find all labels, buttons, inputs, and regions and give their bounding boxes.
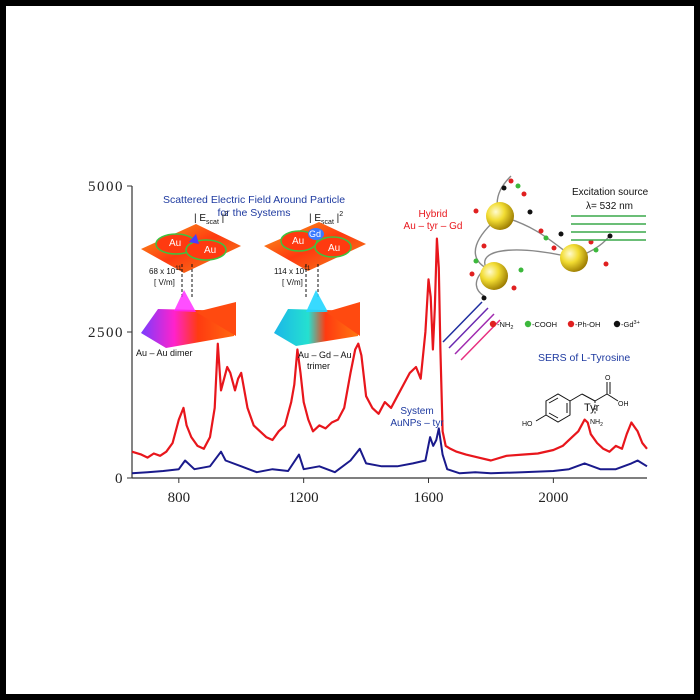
au-label-dimer-1: Au bbox=[169, 238, 181, 249]
legend-dot bbox=[524, 320, 532, 328]
scatter-title-line2: for the Systems bbox=[218, 207, 291, 219]
field-value-trimer: 114 x 1011 bbox=[274, 266, 311, 276]
legend-label: -Ph-OH bbox=[575, 320, 600, 329]
gold-nanoparticle bbox=[480, 262, 508, 290]
axis-ticks: 800 1200 1600 2000 0 2500 5000 bbox=[88, 179, 568, 506]
field-unit-dimer: [ V/m] bbox=[154, 278, 175, 287]
functional-group-legend: -NH2 -COOH -Ph-OH -Gd3+ bbox=[489, 320, 640, 331]
sers-chart: 800 1200 1600 2000 0 2500 5000 Scattered Elect… bbox=[88, 175, 649, 506]
x-tick-label: 1600 bbox=[414, 490, 444, 506]
y-tick-label: 5000 bbox=[88, 179, 124, 195]
dimer-field-map: Au Au bbox=[141, 224, 241, 273]
escat-label-left: | Escat |2 bbox=[194, 211, 228, 226]
system-label-line1: System bbox=[400, 406, 433, 417]
y-tick-label: 2500 bbox=[88, 325, 124, 341]
x-tick-label: 800 bbox=[168, 490, 191, 506]
dimer-field-3d bbox=[141, 290, 236, 348]
legend-dot bbox=[613, 320, 621, 328]
gold-nanoparticle bbox=[486, 202, 514, 230]
series-line-system bbox=[131, 427, 648, 475]
scattered-arrows bbox=[442, 301, 501, 361]
scatter-title-line1: Scattered Electric Field Around Particle bbox=[163, 194, 345, 206]
field-value-dimer: 68 x 1011 bbox=[149, 266, 182, 276]
trimer-label-line1: Au – Gd – Au bbox=[298, 350, 352, 360]
ho-label: HO bbox=[522, 421, 533, 428]
au-label-dimer-2: Au bbox=[204, 245, 216, 256]
field-unit-trimer: [ V/m] bbox=[282, 278, 303, 287]
excitation-lambda: λ= 532 nm bbox=[586, 201, 633, 212]
y-tick-label: 0 bbox=[115, 471, 124, 487]
au-label-trimer-1: Au bbox=[292, 236, 304, 247]
legend-dot bbox=[489, 320, 497, 328]
hybrid-label-line2: Au – tyr – Gd bbox=[404, 221, 463, 232]
excitation-beams bbox=[571, 215, 646, 241]
excitation-title: Excitation source bbox=[572, 187, 649, 198]
trimer-field-map: Au Gd Au bbox=[264, 222, 366, 271]
o-label: O bbox=[605, 375, 611, 382]
gold-nanoparticle bbox=[560, 244, 588, 272]
legend-label: -NH2 bbox=[497, 320, 513, 331]
dashed-arrows bbox=[181, 264, 319, 298]
legend-label: -COOH bbox=[532, 320, 557, 329]
nanoparticle-network bbox=[469, 175, 613, 301]
hybrid-label-line1: Hybrid bbox=[419, 209, 448, 220]
nh2-label: NH2 bbox=[590, 419, 603, 428]
escat-label-right: | Escat |2 bbox=[309, 211, 343, 226]
au-label-trimer-2: Au bbox=[328, 243, 340, 254]
system-label-line2: AuNPs – tyr bbox=[390, 418, 444, 429]
tyr-label: Tyr bbox=[584, 402, 600, 414]
trimer-field-3d bbox=[274, 290, 360, 346]
sers-title: SERS of L-Tyrosine bbox=[538, 352, 630, 364]
oh-label: OH bbox=[618, 401, 629, 408]
figure-canvas: 800 1200 1600 2000 0 2500 5000 Scattered Elect… bbox=[6, 6, 694, 694]
x-tick-label: 1200 bbox=[289, 490, 319, 506]
x-tick-label: 2000 bbox=[538, 490, 568, 506]
legend-dot bbox=[567, 320, 575, 328]
series-line-hybrid bbox=[131, 237, 648, 462]
legend-label: -Gd3+ bbox=[621, 320, 640, 329]
gd-label-trimer: Gd bbox=[309, 229, 321, 239]
tyrosine-structure bbox=[535, 382, 619, 423]
trimer-label-line2: trimer bbox=[307, 361, 330, 371]
dimer-label: Au – Au dimer bbox=[136, 348, 193, 358]
